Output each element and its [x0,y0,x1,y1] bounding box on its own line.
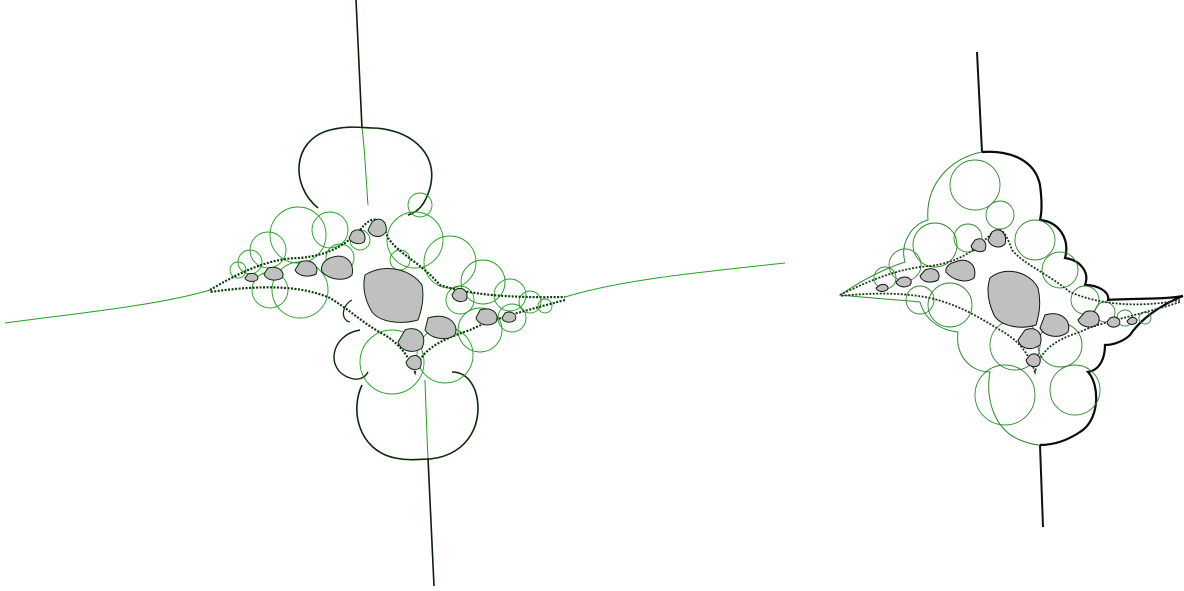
right-main-blob [987,270,1041,328]
left-tail-curve [4,289,211,324]
right-bottom-axis-line [1039,444,1044,528]
right-outer-boundary [981,150,1184,447]
left-fractal-panel [4,0,786,587]
right-tail-curve [564,262,786,298]
left-fringe [209,218,566,376]
right-grey-blobs [875,229,1138,368]
left-mid-boundary [333,329,369,380]
left-grey-blobs [244,218,517,371]
bottom-axis-line [427,457,435,587]
left-upper-small-boundary [342,299,353,323]
right-fractal-panel [838,51,1184,528]
lower-center-thread [424,379,429,459]
right-top-axis-line [976,51,983,153]
upper-center-thread [361,127,369,206]
left-main-blob [363,267,424,323]
lower-lobe-boundary [356,371,479,461]
top-axis-line [355,0,363,129]
right-green-envelope [838,151,1041,446]
